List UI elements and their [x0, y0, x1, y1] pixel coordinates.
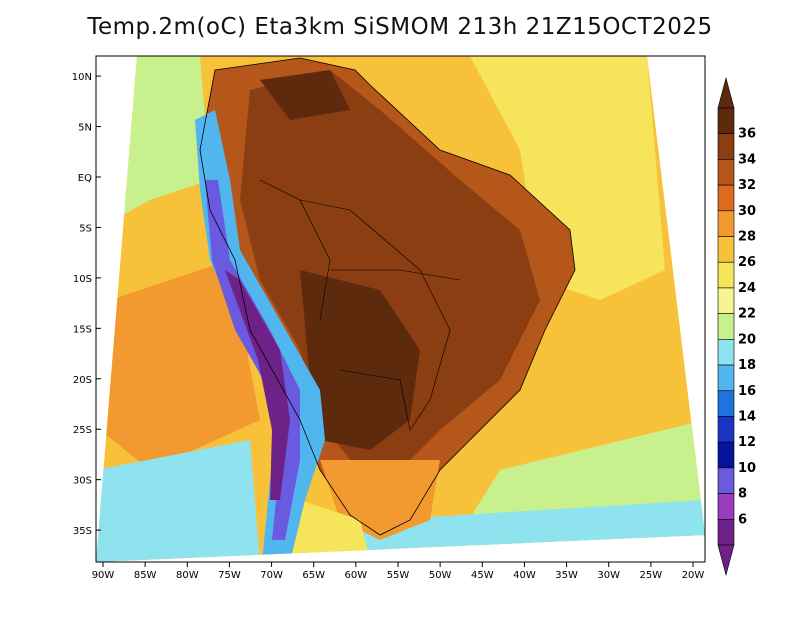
lon-tick-label: 90W	[92, 570, 115, 581]
colorbar-level-label: 12	[738, 435, 756, 450]
colorbar-swatch	[717, 313, 735, 340]
colorbar-swatch	[717, 159, 735, 186]
colorbar-level-label: 26	[738, 255, 756, 270]
colorbar-level-label: 18	[738, 358, 756, 373]
lon-tick-label: 85W	[134, 570, 157, 581]
colorbar-swatch	[717, 133, 735, 160]
lat-tick-label: 35S	[73, 526, 92, 537]
lon-tick-label: 80W	[176, 570, 199, 581]
colorbar-swatch	[717, 184, 735, 212]
colorbar-level-label: 8	[738, 487, 747, 502]
colorbar-level-label: 20	[738, 332, 756, 347]
lon-tick-label: 70W	[260, 570, 283, 581]
chaco-extreme-heat-area	[300, 270, 420, 450]
colorbar-swatch	[717, 287, 735, 314]
country-border-line	[299, 199, 451, 431]
colorbar-swatch	[717, 236, 735, 263]
andes-very-cold-strip	[205, 180, 300, 540]
lat-tick-label: 25S	[73, 425, 92, 436]
colorbar-level-label: 22	[738, 307, 756, 322]
colorbar-swatch	[717, 364, 735, 392]
colorbar-swatch	[717, 107, 735, 135]
lon-tick-label: 65W	[302, 570, 325, 581]
country-border-line	[259, 179, 331, 321]
colorbar-level-label: 10	[738, 461, 756, 476]
colorbar: 36 34 32 30 28 26 24 22 20 18 16 14 12 10 8 6	[717, 76, 756, 577]
pacific-mid-area	[100, 260, 260, 470]
lon-tick-label: 20W	[682, 570, 705, 581]
colorbar-swatch	[717, 261, 735, 289]
lon-tick-label: 30W	[597, 570, 620, 581]
colorbar-level-label: 16	[738, 384, 756, 399]
colorbar-swatch	[717, 339, 735, 366]
colorbar-swatch	[717, 518, 735, 546]
lat-tick-label: EQ	[78, 173, 92, 184]
colorbar-swatch	[717, 441, 735, 469]
lat-tick-label: 5S	[79, 223, 92, 234]
lat-tick-label: 30S	[73, 476, 92, 487]
longitude-axis: 90W 85W 80W 75W 70W 65W 60W 55W 50W 45W 40W 35W 30W 2…	[92, 562, 705, 581]
colorbar-level-label: 32	[738, 178, 756, 193]
coastline	[199, 57, 576, 536]
pacific-cold-area	[96, 440, 260, 562]
plot-frame-border	[95, 55, 706, 563]
colorbar-bottom-arrow	[717, 544, 735, 577]
lat-tick-label: 5N	[78, 123, 92, 134]
lon-tick-label: 35W	[555, 570, 578, 581]
colorbar-swatch	[717, 390, 735, 417]
lat-tick-label: 15S	[73, 324, 92, 335]
andes-extreme-cold-strip	[225, 270, 290, 500]
colorbar-level-label: 28	[738, 230, 756, 245]
temperature-field	[96, 56, 705, 562]
country-border-line	[339, 369, 411, 431]
colorbar-swatch	[717, 467, 735, 494]
colorbar-swatch	[717, 493, 735, 520]
lat-tick-label: 10N	[72, 72, 92, 83]
atlantic-warm-area	[470, 56, 665, 300]
north-extreme-heat-area	[260, 70, 350, 120]
colorbar-level-label: 36	[738, 127, 756, 142]
lon-tick-label: 75W	[218, 570, 241, 581]
colorbar-level-label: 6	[738, 512, 747, 527]
colorbar-top-arrow	[717, 76, 735, 109]
colorbar-level-label: 14	[738, 409, 756, 424]
lon-tick-label: 45W	[471, 570, 494, 581]
lon-tick-label: 55W	[387, 570, 410, 581]
lon-tick-label: 50W	[429, 570, 452, 581]
colorbar-swatch	[717, 210, 735, 237]
lat-tick-label: 10S	[73, 274, 92, 285]
colorbar-level-label: 24	[738, 281, 756, 296]
lat-tick-label: 20S	[73, 375, 92, 386]
map-title: Temp.2m(oC) Eta3km SiSMOM 213h 21Z15OCT2…	[87, 14, 713, 40]
lon-tick-label: 25W	[640, 570, 663, 581]
lon-tick-label: 40W	[513, 570, 536, 581]
patagonia-cool-area	[290, 500, 370, 562]
colorbar-level-label: 30	[738, 204, 756, 219]
latitude-axis: 10N 5N EQ 5S 10S 15S 20S 25S 30S 35S	[72, 72, 101, 537]
country-border-line	[330, 269, 461, 281]
colorbar-level-label: 34	[738, 152, 756, 167]
colorbar-swatch	[717, 416, 735, 443]
lon-tick-label: 60W	[345, 570, 368, 581]
